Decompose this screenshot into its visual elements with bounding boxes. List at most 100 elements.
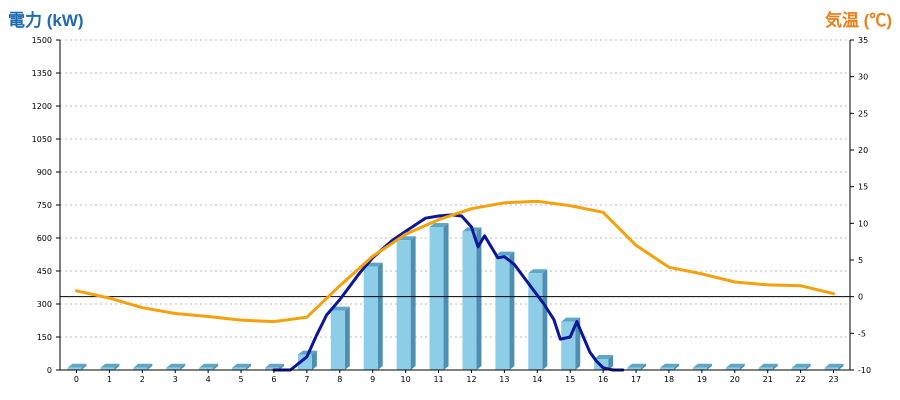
left-tick-label: 1050 <box>32 135 52 144</box>
bar-side <box>246 363 252 370</box>
bar <box>462 227 482 370</box>
bar-top <box>133 363 153 368</box>
bar-top <box>824 363 844 368</box>
bar-side <box>344 306 350 370</box>
grid-layer <box>60 39 850 338</box>
bar-top <box>166 363 186 368</box>
bar <box>627 363 647 370</box>
bar-side <box>739 363 745 370</box>
lines-layer <box>75 199 835 372</box>
bar-side <box>772 363 778 370</box>
bar-front <box>100 367 115 370</box>
bar-side <box>278 363 284 370</box>
bar-top <box>725 363 745 368</box>
bar-front <box>692 367 707 370</box>
x-tick-label: 15 <box>565 375 575 384</box>
bar-top <box>659 363 679 368</box>
bar-front <box>133 367 148 370</box>
bar <box>297 350 317 370</box>
right-tick-label: 30 <box>858 73 868 82</box>
bar-side <box>311 350 317 370</box>
x-tick-label: 1 <box>107 375 112 384</box>
bar-front <box>67 367 82 370</box>
x-tick-label: 16 <box>598 375 608 384</box>
right-tick-label: -10 <box>858 366 871 375</box>
x-tick-label: 6 <box>271 375 276 384</box>
bar-side <box>476 227 482 370</box>
bar-side <box>180 363 186 370</box>
axes-layer <box>56 39 854 373</box>
left-axis-title: 電力 (kW) <box>8 11 84 30</box>
bar <box>824 363 844 370</box>
bar-front <box>232 367 247 370</box>
bar-front <box>199 367 214 370</box>
bar-side <box>114 363 120 370</box>
bar-side <box>410 236 416 370</box>
bar-side <box>213 363 219 370</box>
bar <box>396 236 416 370</box>
left-tick-label: 1200 <box>32 102 52 111</box>
bar-top <box>758 363 778 368</box>
x-tick-label: 12 <box>466 375 476 384</box>
bar-side <box>575 317 581 370</box>
bar-top <box>330 306 350 311</box>
bar <box>692 363 712 370</box>
bar-front <box>824 367 839 370</box>
bar-top <box>264 363 284 368</box>
bar-top <box>561 317 581 322</box>
right-tick-label: 0 <box>858 293 863 302</box>
bar-side <box>641 363 647 370</box>
bar-top <box>67 363 87 368</box>
bar-front <box>166 367 181 370</box>
bar-top <box>692 363 712 368</box>
x-tick-label: 13 <box>499 375 509 384</box>
x-tick-label: 9 <box>370 375 375 384</box>
left-tick-label: 750 <box>37 201 52 210</box>
x-tick-label: 23 <box>828 375 838 384</box>
bar-side <box>838 363 844 370</box>
bar <box>791 363 811 370</box>
bar-front <box>659 367 674 370</box>
right-axis-title: 気温 (℃) <box>824 11 892 30</box>
right-tick-label: 25 <box>858 109 868 118</box>
bar-top <box>199 363 219 368</box>
bar-front <box>758 367 773 370</box>
power-series-line <box>272 213 625 372</box>
bar-front <box>297 354 312 370</box>
x-tick-label: 5 <box>238 375 243 384</box>
x-tick-label: 22 <box>796 375 806 384</box>
bar <box>166 363 186 370</box>
bar-front <box>330 310 345 370</box>
left-tick-label: 150 <box>37 333 52 342</box>
bar <box>528 269 548 370</box>
bar-side <box>81 363 87 370</box>
bar-side <box>706 363 712 370</box>
x-tick-label: 20 <box>730 375 740 384</box>
right-tick-label: -5 <box>858 329 866 338</box>
bar <box>725 363 745 370</box>
bar-top <box>100 363 120 368</box>
bar <box>330 306 350 370</box>
bar <box>363 262 383 370</box>
bar-top <box>627 363 647 368</box>
bar-top <box>429 223 449 227</box>
left-tick-label: 450 <box>37 267 52 276</box>
bar-front <box>725 367 740 370</box>
bar-top <box>528 269 548 274</box>
bar-front <box>396 240 411 370</box>
bar-side <box>377 262 383 370</box>
x-tick-label: 3 <box>173 375 178 384</box>
bar-front <box>429 227 444 370</box>
right-tick-label: 10 <box>858 219 868 228</box>
left-tick-label: 600 <box>37 234 52 243</box>
right-tick-label: 5 <box>858 256 863 265</box>
bar-front <box>462 231 477 370</box>
bar-side <box>805 363 811 370</box>
bar-front <box>627 367 642 370</box>
bar-top <box>594 355 614 359</box>
x-tick-label: 17 <box>631 375 641 384</box>
x-tick-label: 8 <box>337 375 342 384</box>
bar-side <box>147 363 153 370</box>
x-tick-label: 0 <box>74 375 79 384</box>
